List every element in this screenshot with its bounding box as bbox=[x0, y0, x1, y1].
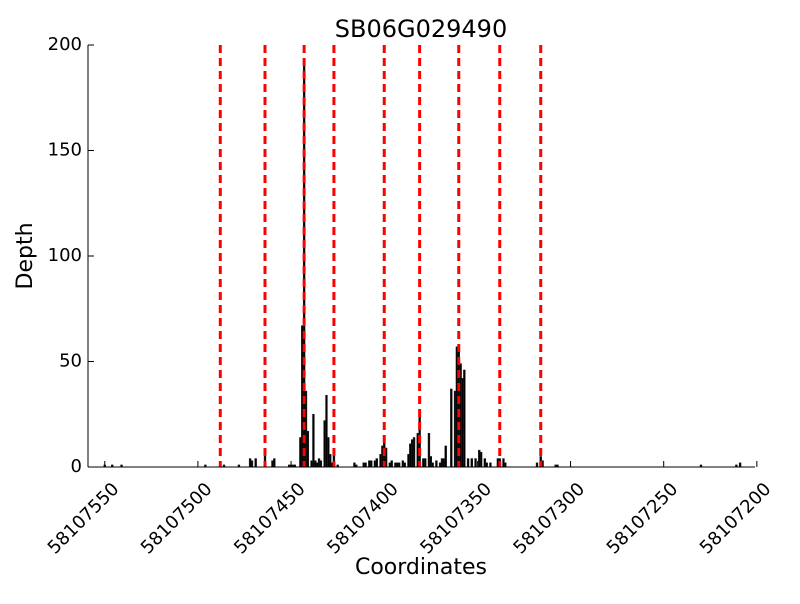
bar bbox=[329, 454, 332, 468]
bar bbox=[422, 458, 425, 468]
bar bbox=[394, 462, 397, 468]
y-tick-label: 0 bbox=[71, 456, 82, 477]
bar bbox=[453, 390, 457, 468]
bar bbox=[379, 454, 382, 468]
bar bbox=[442, 458, 446, 468]
bar bbox=[325, 395, 328, 468]
bar bbox=[323, 420, 326, 468]
x-axis-label: Coordinates bbox=[355, 555, 487, 580]
bar bbox=[306, 430, 310, 468]
bar bbox=[310, 460, 313, 468]
bar bbox=[407, 454, 410, 468]
bar bbox=[299, 437, 302, 468]
bar bbox=[412, 437, 416, 468]
x-tick-label: 58107550 bbox=[44, 479, 124, 559]
bar bbox=[314, 460, 317, 468]
x-tick-label: 58107250 bbox=[603, 479, 683, 559]
bar bbox=[450, 388, 453, 468]
bar bbox=[470, 458, 473, 468]
bar bbox=[390, 460, 393, 468]
bar bbox=[362, 462, 365, 468]
bar bbox=[403, 462, 406, 468]
bar bbox=[353, 462, 356, 468]
bar bbox=[375, 458, 378, 468]
bar bbox=[248, 458, 252, 468]
bar bbox=[424, 458, 427, 468]
x-tick-label: 58107450 bbox=[230, 479, 310, 559]
bar bbox=[317, 458, 321, 468]
x-tick-label: 58107200 bbox=[696, 479, 776, 559]
bar bbox=[435, 460, 438, 468]
x-tick-label: 58107400 bbox=[323, 479, 403, 559]
bar bbox=[319, 460, 323, 468]
bar bbox=[250, 460, 254, 468]
bar bbox=[327, 437, 330, 468]
bar bbox=[427, 432, 431, 468]
bar bbox=[440, 458, 444, 468]
bar bbox=[438, 462, 442, 468]
bar bbox=[396, 462, 399, 468]
bar bbox=[409, 443, 412, 468]
bar bbox=[315, 462, 319, 468]
bar bbox=[466, 458, 470, 468]
y-tick-label: 200 bbox=[48, 34, 82, 55]
bar bbox=[373, 460, 377, 468]
bar bbox=[401, 460, 405, 468]
bar bbox=[535, 462, 539, 468]
bar bbox=[478, 449, 481, 468]
chart-title: SB06G029490 bbox=[335, 15, 507, 43]
x-tick-label: 58107300 bbox=[509, 479, 589, 559]
bar bbox=[489, 462, 492, 468]
bar bbox=[485, 462, 488, 468]
y-tick-label: 100 bbox=[48, 245, 82, 266]
bar bbox=[370, 460, 373, 468]
x-tick-label: 58107500 bbox=[137, 479, 217, 559]
bar bbox=[474, 458, 477, 468]
bar bbox=[483, 458, 487, 468]
bar bbox=[388, 462, 392, 468]
bar bbox=[504, 462, 507, 468]
y-tick-label: 50 bbox=[59, 351, 82, 372]
y-axis-label: Depth bbox=[13, 222, 38, 289]
bar bbox=[364, 462, 367, 468]
bar bbox=[502, 458, 505, 468]
bar bbox=[479, 451, 483, 468]
bar bbox=[461, 378, 464, 468]
bar bbox=[254, 458, 257, 468]
bar bbox=[444, 445, 447, 468]
x-tick-label: 58107350 bbox=[416, 479, 496, 559]
bar bbox=[397, 462, 401, 468]
bar bbox=[312, 414, 315, 468]
bar bbox=[463, 369, 466, 468]
bar bbox=[429, 456, 432, 468]
bar bbox=[271, 460, 274, 468]
bar bbox=[411, 439, 414, 468]
bar bbox=[738, 462, 742, 468]
y-tick-label: 150 bbox=[48, 140, 82, 161]
bar bbox=[368, 460, 371, 468]
bar bbox=[431, 462, 434, 468]
bar bbox=[273, 458, 276, 468]
